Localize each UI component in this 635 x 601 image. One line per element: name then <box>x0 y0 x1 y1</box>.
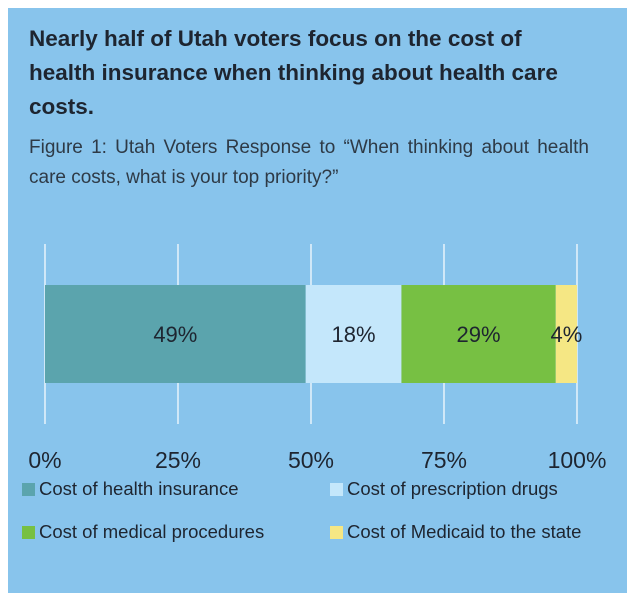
legend-swatch <box>22 525 35 539</box>
legend-label: Cost of medical procedures <box>39 521 265 542</box>
bar-segment <box>555 285 577 383</box>
legend-label: Cost of prescription drugs <box>347 478 558 499</box>
bar-segment <box>305 285 402 383</box>
bar-segment <box>45 285 306 383</box>
x-tick-label: 25% <box>155 447 201 473</box>
bar-segments <box>45 285 577 383</box>
data-label: 4% <box>550 322 582 347</box>
data-label: 18% <box>332 322 376 347</box>
legend-label: Cost of health insurance <box>39 478 239 499</box>
chart-title: Nearly half of Utah voters focus on the … <box>29 26 558 119</box>
legend-swatch <box>330 482 343 496</box>
x-tick-label: 50% <box>288 447 334 473</box>
legend-swatch <box>22 482 35 496</box>
chart-subtitle: Figure 1: Utah Voters Response to “When … <box>29 137 589 188</box>
legend-item: Cost of health insurance <box>22 478 239 500</box>
legend-swatch <box>330 525 343 539</box>
bar-segment <box>401 285 556 383</box>
segment-labels: 49% 18% 29% 4% <box>153 322 582 347</box>
x-tick-label: 75% <box>421 447 467 473</box>
x-tick-label: 0% <box>28 447 61 473</box>
data-label: 29% <box>457 322 501 347</box>
legend: Cost of health insurance Cost of prescrip… <box>22 478 622 578</box>
x-axis-tick-labels: 0% 25% 50% 75% 100% <box>28 447 606 473</box>
legend-item: Cost of prescription drugs <box>330 478 558 500</box>
legend-item: Cost of Medicaid to the state <box>330 521 581 543</box>
legend-item: Cost of medical procedures <box>22 521 264 543</box>
x-tick-label: 100% <box>548 447 607 473</box>
data-label: 49% <box>153 322 197 347</box>
legend-label: Cost of Medicaid to the state <box>347 521 582 542</box>
